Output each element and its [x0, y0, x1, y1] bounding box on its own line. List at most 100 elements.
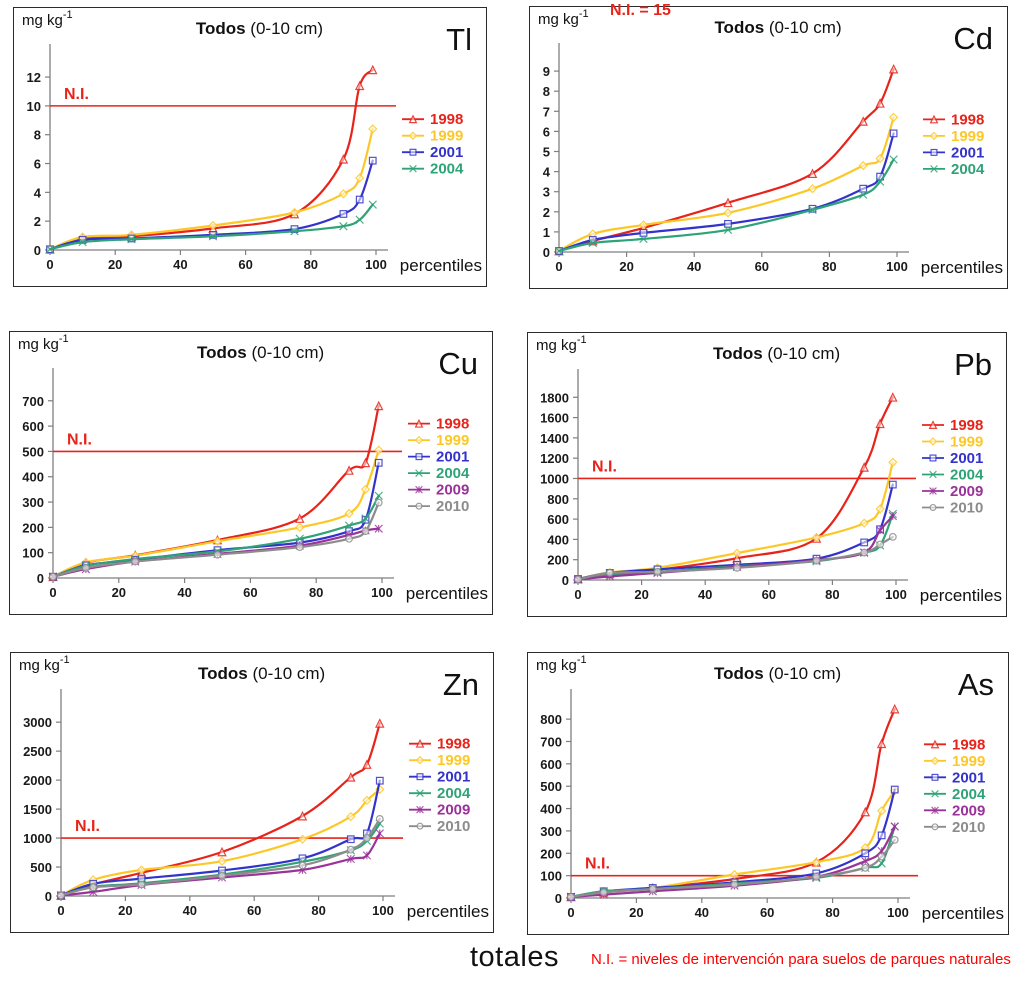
series-markers-2004 [554, 155, 898, 256]
legend-entry-2004: 2004 [922, 466, 984, 483]
marker-circle [345, 534, 354, 543]
legend-label: 1998 [952, 736, 985, 753]
y-tick-label: 3000 [23, 715, 52, 730]
y-tick-label: 8 [34, 128, 41, 143]
y-tick-label: 4 [34, 185, 42, 200]
legend-entry-2010: 2010 [408, 498, 469, 515]
marker-star [346, 854, 355, 864]
y-tick-label: 0 [45, 889, 52, 904]
chart-title: Todos (0-10 cm) [196, 19, 323, 38]
x-axis-label: percentiles [921, 258, 1003, 277]
legend-label: 1999 [951, 128, 984, 145]
element-symbol: Cd [953, 21, 993, 56]
x-tick-label: 0 [574, 587, 581, 602]
marker-diamond [217, 856, 227, 866]
marker-diamond [136, 865, 147, 875]
chart-panel-pb: 0 200 400 600 800 1000 1200 1400 1600 1800 0 20 40 60… [527, 332, 1007, 617]
legend-entry-2004: 2004 [408, 465, 470, 482]
marker-diamond [346, 811, 356, 822]
marker-circle [213, 550, 222, 559]
legend-entry-2001: 2001 [923, 144, 984, 161]
y-tick-label: 2000 [23, 773, 52, 788]
marker-diamond [888, 112, 899, 122]
y-unit-label: mg kg-1 [22, 9, 73, 29]
marker-x [931, 790, 939, 798]
y-tick-label: 1600 [540, 411, 569, 426]
marker-diamond [415, 755, 425, 765]
marker-diamond [295, 522, 305, 533]
marker-x [554, 246, 564, 256]
y-unit-label: mg kg-1 [19, 654, 70, 674]
y-tick-label: 1400 [540, 431, 569, 446]
marker-square [339, 210, 348, 218]
y-tick-label: 500 [30, 860, 52, 875]
marker-square [346, 835, 355, 844]
x-tick-label: 40 [177, 585, 191, 600]
marker-triangle [858, 116, 868, 126]
marker-star [875, 526, 885, 535]
legend-entry-2001: 2001 [402, 144, 463, 161]
marker-circle [567, 892, 575, 901]
y-tick-label: 0 [37, 571, 44, 586]
marker-circle [929, 503, 937, 511]
x-tick-label: 0 [57, 903, 64, 918]
marker-triangle [373, 400, 384, 411]
legend-entry-1999: 1999 [408, 432, 469, 449]
marker-star [888, 511, 898, 521]
x-axis-label: percentiles [400, 256, 482, 275]
marker-circle [375, 815, 384, 823]
marker-x [639, 234, 648, 244]
marker-circle [890, 835, 899, 844]
caption-totales: totales [470, 941, 559, 973]
x-tick-label: 100 [371, 585, 393, 600]
marker-x [930, 165, 938, 173]
marker-x [208, 232, 218, 241]
y-tick-label: 7 [543, 104, 550, 119]
marker-circle [931, 823, 939, 831]
element-symbol: Pb [954, 347, 992, 382]
marker-triangle [888, 63, 899, 74]
marker-square [929, 454, 937, 462]
legend-label: 2009 [436, 482, 469, 499]
y-tick-label: 300 [22, 495, 44, 510]
x-tick-label: 0 [49, 585, 56, 600]
chart-panel-zn: 0 500 1000 1500 2000 2500 3000 0 20 40 60 80 100 N.I.… [10, 652, 494, 933]
marker-square [877, 831, 886, 840]
marker-x [127, 234, 136, 244]
y-tick-label: 1000 [540, 471, 569, 486]
chart-svg: 0 500 1000 1500 2000 2500 3000 0 20 40 60 80 100 N.I.… [19, 654, 489, 921]
marker-x [929, 470, 937, 479]
ni-label: N.I. [75, 818, 100, 835]
y-tick-label: 4 [543, 165, 551, 180]
y-unit-label: mg kg-1 [536, 334, 587, 354]
marker-diamond [723, 208, 733, 218]
chart-svg: 0 2 4 6 8 10 12 0 20 40 60 80 100 N.I. Todos (0-10 cm)… [22, 9, 482, 275]
marker-x [723, 225, 733, 235]
marker-square [374, 458, 383, 467]
chart-panel-cd: 0 1 2 3 4 5 6 7 8 9 0 20 40 60 80 100 N.I. = 15 Todos (0-… [529, 2, 1008, 289]
marker-diamond [929, 131, 939, 141]
marker-x [889, 155, 898, 164]
marker-x [409, 164, 417, 173]
marker-diamond [807, 184, 818, 194]
x-tick-label: 60 [238, 257, 252, 272]
x-tick-label: 60 [755, 259, 769, 274]
legend-label: 2004 [950, 466, 984, 483]
y-tick-label: 500 [540, 779, 562, 794]
marker-diamond [212, 536, 223, 546]
marker-circle [131, 557, 140, 566]
marker-diamond [355, 173, 365, 183]
marker-x [875, 177, 885, 186]
marker-circle [49, 572, 57, 581]
y-tick-label: 1 [543, 225, 550, 240]
marker-x [339, 221, 348, 231]
marker-triangle [344, 465, 354, 475]
marker-diamond [297, 834, 308, 844]
marker-square [355, 195, 364, 204]
marker-square [209, 230, 217, 239]
marker-triangle [354, 80, 365, 91]
marker-circle [416, 822, 424, 830]
marker-x [355, 215, 364, 224]
marker-x [290, 227, 299, 236]
legend-label: 1999 [430, 128, 463, 145]
